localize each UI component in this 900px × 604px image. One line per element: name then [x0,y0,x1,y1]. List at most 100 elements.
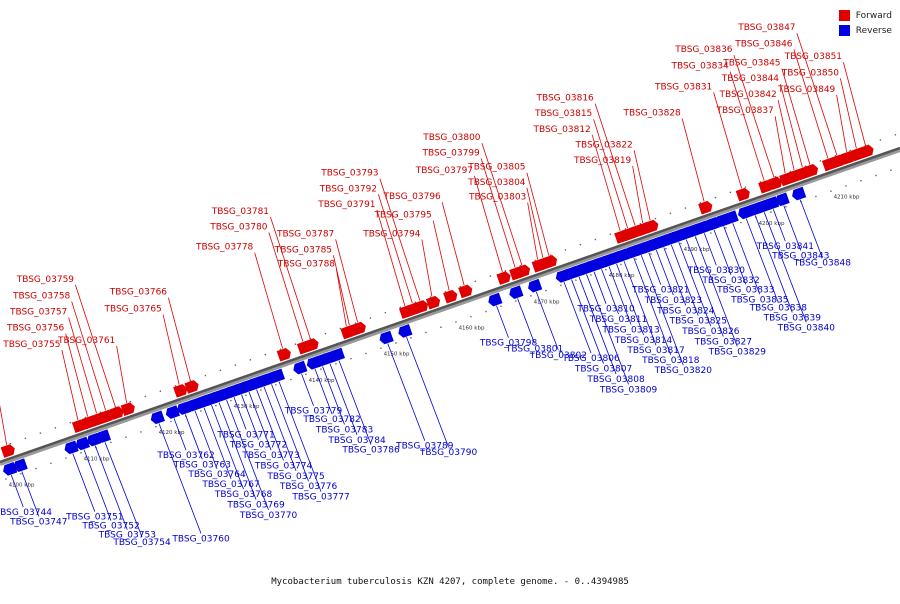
reverse-gene-label: TBSG_03783 [315,425,373,435]
reverse-leader-line [593,271,607,304]
forward-leader-line [254,252,284,349]
forward-gene-label: TBSG_03828 [622,109,681,119]
forward-gene-label: TBSG_03846 [734,39,793,49]
reverse-gene-label: TBSG_03790 [419,448,478,458]
reverse-leader-line [678,241,712,327]
reverse-gene-label: TBSG_03798 [479,339,538,349]
forward-gene-label: TBSG_03822 [574,140,632,150]
track-dot [245,394,247,397]
forward-gene-label: TBSG_03766 [109,288,168,298]
legend-item-reverse: Reverse [838,23,892,38]
gene-arrow [0,444,15,458]
reverse-leader-line [663,247,687,306]
track-dot [204,374,207,377]
forward-gene-label: TBSG_03791 [317,200,375,210]
forward-leader-line [526,172,550,256]
track-dot [530,295,532,297]
reverse-leader-line [578,276,617,375]
forward-gene-label: TBSG_03796 [382,192,441,202]
gene-arrow [304,338,319,352]
reverse-gene-label: TBSG_03789 [395,442,454,452]
forward-gene-label: TBSG_03804 [467,178,526,188]
gene-arrow [443,289,458,304]
track-dot [725,226,727,229]
forward-leader-line [432,220,450,291]
reverse-leader-line [772,209,786,242]
track-dot [819,160,822,162]
forward-gene-label: TBSG_03795 [373,210,431,220]
reverse-leader-line [72,453,96,512]
forward-leader-line [474,175,503,273]
track-dot [170,420,172,423]
reverse-gene-label: TBSG_03772 [229,441,287,451]
forward-gene-label: TBSG_03842 [718,90,776,100]
track-dot [714,196,717,199]
gene-arrow [724,210,739,224]
track-dot [335,363,337,365]
forward-leader-line [68,317,98,414]
reverse-gene-label: TBSG_03827 [694,338,752,348]
track-dot [879,139,882,141]
reverse-gene-label: TBSG_03782 [302,415,360,425]
gene-arrow [488,292,503,307]
forward-leader-line [335,269,347,327]
track-dot [470,315,472,318]
track-dot [320,368,322,370]
forward-leader-line [441,202,465,286]
forward-gene-label: TBSG_03794 [362,229,421,239]
forward-leader-line [681,118,705,202]
gene-arrow [120,402,135,416]
track-dot [710,232,712,234]
gene-arrow [496,271,511,285]
reverse-leader-line [648,252,662,285]
track-dot [155,425,157,428]
track-dot [159,390,162,393]
axis-tick-label: 4180 kbp [609,273,635,279]
track-dot [770,211,772,213]
reverse-gene-label: TBSG_03820 [654,366,713,376]
reverse-leader-line [655,249,674,296]
track-dot [875,174,877,177]
track-dot [275,383,277,386]
forward-gene-label: TBSG_03781 [211,207,269,217]
reverse-gene-label: TBSG_03821 [631,286,689,296]
reverse-leader-line [278,381,322,492]
reverse-leader-line [329,363,358,435]
gene-arrow [425,295,441,310]
reverse-leader-line [21,471,40,517]
forward-leader-line [168,297,191,381]
forward-leader-line [65,333,89,417]
forward-leader-line [162,314,180,385]
track-dot [579,243,582,246]
reverse-leader-line [723,226,747,285]
forward-gene-label: TBSG_03836 [674,45,733,55]
reverse-gene-label: TBSG_03784 [327,436,386,446]
track-dot [575,279,577,281]
reverse-leader-line [226,399,269,511]
reverse-leader-line [194,410,218,470]
reverse-gene-label: TBSG_03840 [777,323,836,333]
genome-axis [0,146,900,464]
reverse-gene-label: TBSG_03839 [763,313,822,323]
track-dot [564,249,567,251]
track-dot [65,457,67,459]
track-dot [515,300,517,302]
reverse-leader-line [241,394,259,440]
reverse-gene-label: TBSG_03762 [156,451,214,461]
gene-arrow [13,458,28,472]
reverse-leader-line [83,449,112,521]
track-dot [35,467,37,470]
reverse-leader-line [571,279,604,364]
forward-gene-label: TBSG_03780 [209,222,268,232]
reverse-gene-label: TBSG_03771 [216,430,274,440]
forward-leader-line [781,68,811,165]
gene-arrow [150,410,165,425]
axis-shadow [0,148,900,466]
reverse-leader-line [754,215,793,313]
track-dot [110,441,112,444]
reverse-leader-line [616,263,644,335]
track-dot [500,305,502,308]
reverse-gene-label: TBSG_03802 [529,351,587,361]
